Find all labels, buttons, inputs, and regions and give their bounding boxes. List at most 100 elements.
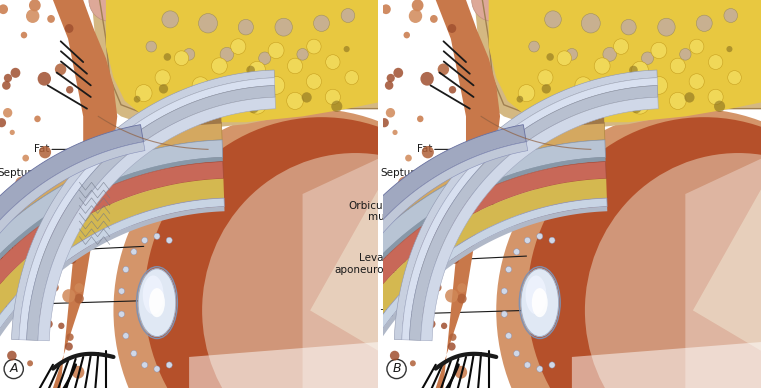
- Text: B: B: [392, 362, 401, 376]
- Circle shape: [231, 39, 246, 54]
- Circle shape: [192, 77, 209, 94]
- Circle shape: [72, 280, 83, 292]
- Circle shape: [39, 306, 49, 316]
- Circle shape: [40, 258, 46, 264]
- Circle shape: [380, 118, 389, 127]
- Text: Fat: Fat: [33, 144, 144, 154]
- Polygon shape: [106, 0, 386, 122]
- Circle shape: [557, 51, 572, 66]
- Circle shape: [0, 118, 6, 127]
- Circle shape: [524, 237, 530, 243]
- Text: Levator
aponeurosis: Levator aponeurosis: [334, 253, 527, 275]
- Circle shape: [68, 255, 76, 264]
- Circle shape: [40, 175, 49, 184]
- Polygon shape: [383, 0, 761, 128]
- Circle shape: [74, 210, 82, 218]
- Circle shape: [658, 18, 675, 36]
- Polygon shape: [0, 140, 223, 388]
- Polygon shape: [303, 155, 386, 388]
- Circle shape: [428, 320, 435, 328]
- Circle shape: [390, 209, 400, 220]
- Circle shape: [581, 14, 600, 33]
- Wedge shape: [693, 150, 761, 388]
- Circle shape: [454, 234, 465, 245]
- Circle shape: [166, 237, 172, 243]
- Circle shape: [542, 84, 551, 94]
- Circle shape: [472, 0, 513, 21]
- Circle shape: [728, 71, 741, 85]
- Circle shape: [412, 0, 424, 11]
- Polygon shape: [189, 341, 386, 388]
- Circle shape: [549, 237, 555, 243]
- Circle shape: [409, 177, 421, 189]
- Circle shape: [142, 237, 148, 243]
- Text: A: A: [9, 362, 18, 376]
- Circle shape: [131, 249, 137, 255]
- Circle shape: [458, 150, 465, 158]
- Circle shape: [501, 288, 508, 294]
- Polygon shape: [262, 140, 606, 388]
- Circle shape: [537, 366, 543, 372]
- Circle shape: [307, 74, 321, 89]
- Circle shape: [34, 265, 41, 272]
- Circle shape: [183, 48, 195, 60]
- Circle shape: [426, 322, 431, 327]
- Polygon shape: [0, 125, 144, 370]
- Circle shape: [517, 96, 524, 102]
- Circle shape: [58, 322, 65, 329]
- Circle shape: [113, 109, 507, 388]
- Polygon shape: [283, 162, 607, 388]
- Circle shape: [391, 229, 404, 242]
- Circle shape: [393, 211, 405, 222]
- Circle shape: [496, 109, 761, 388]
- Circle shape: [220, 47, 234, 61]
- Ellipse shape: [526, 275, 546, 314]
- Circle shape: [594, 58, 610, 74]
- Circle shape: [527, 117, 761, 388]
- Circle shape: [238, 19, 253, 35]
- Polygon shape: [402, 78, 658, 340]
- Polygon shape: [489, 0, 761, 122]
- Polygon shape: [38, 97, 275, 341]
- Circle shape: [416, 197, 428, 211]
- Circle shape: [549, 362, 555, 368]
- Circle shape: [62, 181, 71, 190]
- Circle shape: [409, 9, 422, 23]
- Circle shape: [2, 244, 10, 252]
- Circle shape: [50, 283, 59, 292]
- Circle shape: [154, 233, 160, 239]
- Circle shape: [505, 333, 511, 339]
- Circle shape: [545, 11, 562, 28]
- Polygon shape: [383, 0, 761, 78]
- Circle shape: [7, 351, 17, 360]
- Circle shape: [457, 283, 466, 293]
- Circle shape: [65, 343, 73, 351]
- Circle shape: [162, 11, 179, 28]
- Circle shape: [629, 66, 638, 74]
- Circle shape: [259, 52, 271, 64]
- Circle shape: [43, 322, 48, 327]
- Circle shape: [29, 0, 41, 11]
- Circle shape: [164, 53, 171, 61]
- Circle shape: [154, 366, 160, 372]
- Text: Orbicularis
muscle: Orbicularis muscle: [0, 201, 144, 222]
- Circle shape: [613, 39, 629, 54]
- Circle shape: [331, 100, 342, 112]
- Circle shape: [501, 311, 508, 317]
- Circle shape: [58, 220, 66, 229]
- Circle shape: [55, 191, 68, 205]
- Text: Orbicularis
muscle: Orbicularis muscle: [349, 201, 527, 222]
- Circle shape: [62, 289, 75, 303]
- Circle shape: [418, 305, 431, 318]
- Circle shape: [585, 153, 761, 388]
- Circle shape: [505, 267, 511, 272]
- Circle shape: [75, 283, 84, 293]
- Circle shape: [642, 52, 654, 64]
- Circle shape: [172, 91, 191, 111]
- Polygon shape: [11, 70, 275, 340]
- Circle shape: [37, 72, 51, 86]
- Circle shape: [247, 66, 255, 74]
- Circle shape: [447, 343, 456, 351]
- Circle shape: [3, 108, 12, 118]
- Circle shape: [15, 315, 24, 324]
